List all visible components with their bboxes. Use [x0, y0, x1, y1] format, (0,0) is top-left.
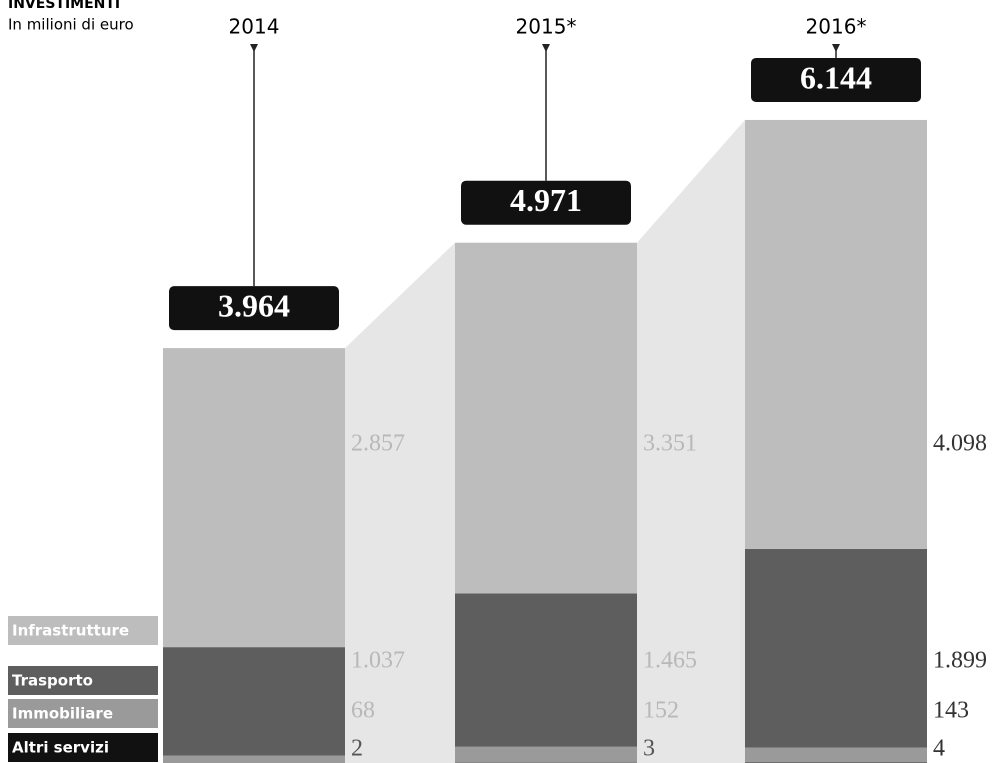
bar-segment [455, 242, 637, 594]
legend-label: Trasporto [12, 672, 93, 690]
total-box [461, 180, 631, 225]
connector [637, 119, 745, 763]
bar-segment [745, 747, 927, 763]
value-label: 2 [351, 736, 363, 762]
legend-label: Immobiliare [12, 705, 113, 723]
total-box [169, 286, 339, 331]
legend-box [8, 699, 158, 728]
pointer-arrow [250, 44, 258, 52]
legend-label: Infrastrutture [12, 622, 129, 640]
pointer-arrow [832, 44, 840, 52]
value-label: 1.037 [351, 648, 405, 674]
value-label: 3 [643, 736, 655, 762]
bar-segment [163, 647, 345, 756]
value-label: 2.857 [351, 431, 405, 457]
chart-title: INVESTIMENTI [8, 0, 120, 12]
category-label: 2014 [229, 15, 280, 39]
legend-label: Altri servizi [12, 739, 109, 757]
total-box [751, 57, 921, 102]
bar-segment [163, 755, 345, 763]
value-label: 1.465 [643, 648, 697, 674]
bar-segment [455, 593, 637, 747]
legend-box [8, 616, 158, 645]
bar-segment [745, 119, 927, 549]
category-label: 2016* [806, 15, 867, 39]
value-label: 3.351 [643, 431, 697, 457]
value-label: 4 [933, 736, 945, 762]
pointer-arrow [542, 44, 550, 52]
legend-box [8, 733, 158, 762]
chart-subtitle: In milioni di euro [8, 16, 134, 34]
value-label: 68 [351, 698, 375, 724]
value-label: 4.098 [933, 431, 987, 457]
value-label: 1.899 [933, 648, 987, 674]
total-label: 6.144 [800, 59, 872, 95]
bar-segment [455, 746, 637, 763]
total-label: 3.964 [218, 287, 290, 323]
bar-segment [745, 548, 927, 748]
category-label: 2015* [516, 15, 577, 39]
total-label: 4.971 [510, 182, 582, 218]
connector [345, 242, 455, 763]
legend-box [8, 666, 158, 695]
bar-segment [163, 348, 345, 648]
value-label: 143 [933, 698, 969, 724]
value-label: 152 [643, 698, 679, 724]
